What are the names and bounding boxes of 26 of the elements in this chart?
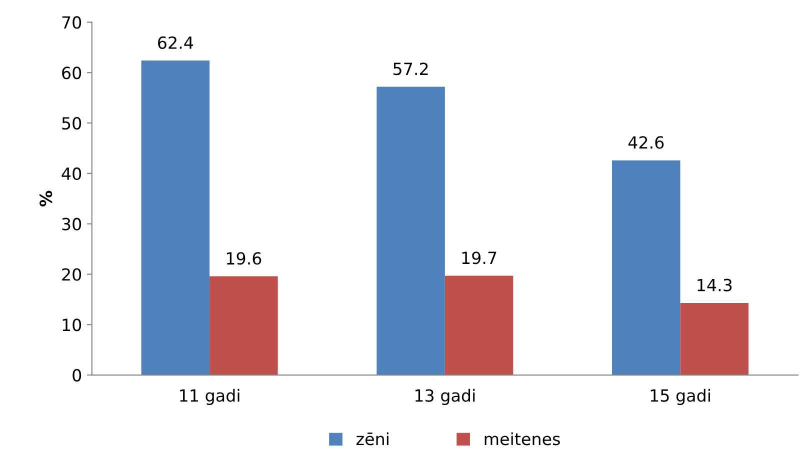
data-label: 19.7 xyxy=(462,252,496,264)
data-label: 62.4 xyxy=(158,36,194,49)
y-tick-label: 40 xyxy=(62,167,82,180)
bar xyxy=(612,160,680,376)
legend-label: meitenes xyxy=(484,432,560,446)
y-tick-label: 60 xyxy=(62,66,82,80)
legend-label: zēni xyxy=(356,432,388,446)
x-tick-label: 13 gadi xyxy=(415,388,475,406)
data-label: 57.2 xyxy=(394,62,428,76)
y-tick-label: 0 xyxy=(72,368,82,382)
x-tick-label: 15 gadi xyxy=(650,388,710,406)
y-tick-label: 30 xyxy=(62,218,82,230)
bar xyxy=(444,276,514,376)
data-label: 42.6 xyxy=(628,136,664,149)
y-axis-title: % xyxy=(40,190,52,206)
bar xyxy=(376,86,445,376)
y-tick-label: 70 xyxy=(62,16,82,29)
bar xyxy=(210,276,278,376)
bar xyxy=(680,302,749,376)
data-label: 19.6 xyxy=(226,252,262,265)
y-tick-label: 20 xyxy=(62,268,82,281)
x-tick-label: 11 gadi xyxy=(180,388,240,406)
data-label: 14.3 xyxy=(698,278,732,292)
y-tick-label: 10 xyxy=(62,318,82,332)
bar xyxy=(141,60,210,376)
y-tick-label: 50 xyxy=(62,116,82,130)
